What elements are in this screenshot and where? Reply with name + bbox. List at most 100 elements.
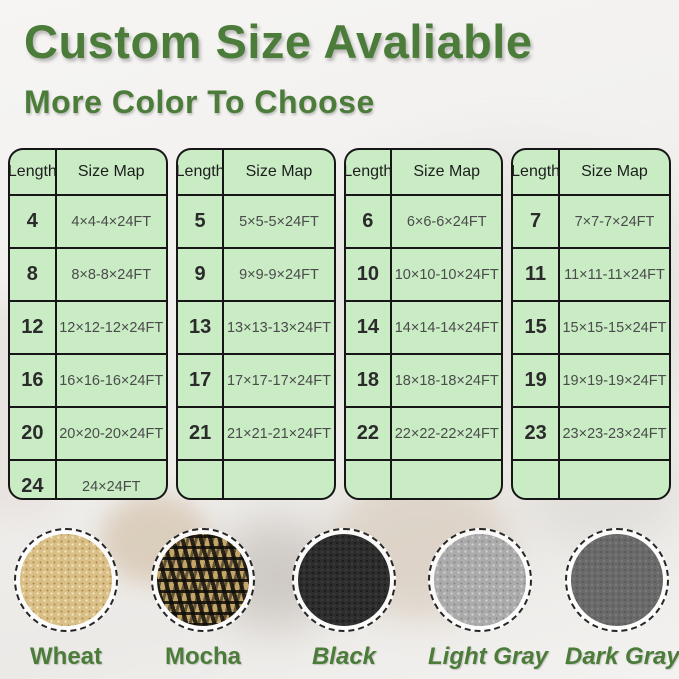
size-map-cell-text: 20×20-20×24FT — [59, 425, 164, 442]
size-map-cell-text: 15×15-15×24FT — [562, 319, 667, 336]
size-map-cell-text: 12×12-12×24FT — [59, 319, 164, 336]
size-map-cell: 18×18-18×24FT — [392, 355, 501, 406]
size-map-cell: 11×11-11×24FT — [560, 249, 669, 300]
size-map-cell: 9×9-9×24FT — [224, 249, 333, 300]
length-cell: 18 — [346, 355, 393, 406]
table-row — [513, 459, 669, 498]
table-header-row: Length Size Map — [10, 150, 166, 194]
light-gray-label: Light Gray — [428, 643, 549, 670]
length-cell-text: 4 — [26, 210, 38, 232]
size-tables: Length Size Map 4 4×4-4×24FT 8 8×8-8×24FT 12 12… — [8, 148, 671, 500]
table-row: 16 16×16-16×24FT — [10, 353, 166, 406]
table-row: 11 11×11-11×24FT — [513, 247, 669, 300]
size-map-cell: 8×8-8×24FT — [57, 249, 166, 300]
size-map-cell-text: 9×9-9×24FT — [239, 266, 319, 283]
table-row: 5 5×5-5×24FT — [177, 194, 334, 247]
length-cell: 12 — [10, 302, 57, 353]
size-map-column-header: Size Map — [560, 150, 669, 194]
length-cell: 19 — [513, 355, 560, 406]
wheat-fabric-texture — [20, 534, 112, 626]
size-map-cell-text: 7×7-7×24FT — [574, 213, 655, 230]
table-row — [177, 459, 334, 498]
length-cell: 14 — [346, 302, 393, 353]
size-map-cell-text: 16×16-16×24FT — [59, 372, 164, 389]
length-cell: 16 — [10, 355, 57, 406]
size-map-cell: 12×12-12×24FT — [57, 302, 166, 353]
color-swatch-black: Black — [292, 528, 396, 671]
color-swatches: Wheat Mocha Black Light Gray Dark Gray — [0, 528, 679, 671]
table-row: 8 8×8-8×24FT — [10, 247, 166, 300]
table-row: 20 20×20-20×24FT — [10, 406, 166, 459]
size-map-cell-text: 22×22-22×24FT — [394, 425, 499, 442]
length-cell-text: 10 — [356, 263, 379, 285]
table-row: 18 18×18-18×24FT — [345, 353, 502, 406]
size-map-column-header: Size Map — [57, 150, 166, 194]
size-map-cell: 20×20-20×24FT — [57, 408, 166, 459]
mocha-label: Mocha — [164, 643, 241, 670]
length-cell-text: 8 — [26, 263, 38, 285]
length-cell: 24 — [10, 461, 57, 498]
size-map-cell: 4×4-4×24FT — [57, 196, 166, 247]
length-cell-text: 5 — [194, 210, 206, 232]
length-column-header: Length — [513, 150, 560, 194]
length-cell-text: 12 — [21, 316, 44, 338]
dark-gray-swatch-circle — [565, 528, 669, 632]
table-row: 24 24×24FT — [10, 459, 166, 498]
size-map-cell: 23×23-23×24FT — [560, 408, 669, 459]
size-map-cell-text: 10×10-10×24FT — [394, 266, 499, 283]
size-map-cell-text: 8×8-8×24FT — [71, 266, 152, 283]
length-cell: 20 — [10, 408, 57, 459]
dark-gray-fabric-texture — [571, 534, 663, 626]
page-title: Custom Size Avaliable — [24, 15, 533, 68]
wheat-label: Wheat — [30, 643, 102, 670]
size-map-cell: 15×15-15×24FT — [560, 302, 669, 353]
table-row: 23 23×23-23×24FT — [513, 406, 669, 459]
table-row: 15 15×15-15×24FT — [513, 300, 669, 353]
size-map-cell: 14×14-14×24FT — [392, 302, 501, 353]
size-map-cell-text: 21×21-21×24FT — [226, 425, 331, 442]
length-cell — [513, 461, 560, 498]
size-map-cell: 6×6-6×24FT — [392, 196, 501, 247]
size-map-column-header-text: Size Map — [245, 163, 313, 180]
color-swatch-light-gray: Light Gray — [428, 528, 548, 671]
length-cell: 11 — [513, 249, 560, 300]
length-cell: 10 — [346, 249, 393, 300]
color-swatch-dark-gray: Dark Gray — [565, 528, 679, 671]
size-map-cell: 10×10-10×24FT — [392, 249, 501, 300]
length-cell: 21 — [178, 408, 225, 459]
color-swatch-mocha: Mocha — [151, 528, 255, 671]
length-column-header: Length — [345, 150, 392, 194]
size-table-4: Length Size Map 7 7×7-7×24FT 11 11×11-11×24FT… — [511, 148, 671, 500]
table-row: 22 22×22-22×24FT — [345, 406, 502, 459]
black-label: Black — [311, 643, 377, 670]
size-map-cell: 22×22-22×24FT — [392, 408, 501, 459]
length-cell-text: 6 — [362, 210, 374, 232]
length-cell: 5 — [178, 196, 225, 247]
length-cell-text: 11 — [525, 263, 547, 285]
size-map-cell: 5×5-5×24FT — [224, 196, 333, 247]
wheat-swatch-circle — [14, 528, 118, 632]
size-map-cell-text: 6×6-6×24FT — [406, 213, 487, 230]
mocha-fabric-texture — [157, 534, 249, 626]
size-map-column-header-text: Size Map — [413, 163, 481, 180]
size-map-cell — [224, 461, 333, 498]
size-map-column-header-text: Size Map — [77, 163, 145, 180]
size-map-column-header: Size Map — [392, 150, 501, 194]
table-row: 10 10×10-10×24FT — [345, 247, 502, 300]
light-gray-swatch-circle — [428, 528, 532, 632]
size-map-cell: 21×21-21×24FT — [224, 408, 333, 459]
size-map-cell: 7×7-7×24FT — [560, 196, 669, 247]
table-row: 12 12×12-12×24FT — [10, 300, 166, 353]
size-table-2: Length Size Map 5 5×5-5×24FT 9 9×9-9×24FT 13 13… — [175, 148, 336, 500]
table-row: 4 4×4-4×24FT — [10, 194, 166, 247]
size-map-column-header-text: Size Map — [581, 163, 648, 180]
length-cell-text: 9 — [194, 263, 206, 285]
size-map-cell: 16×16-16×24FT — [57, 355, 166, 406]
table-row: 13 13×13-13×24FT — [177, 300, 334, 353]
size-map-cell — [560, 461, 669, 498]
length-cell-text: 24 — [21, 475, 44, 497]
length-cell: 8 — [10, 249, 57, 300]
size-map-cell-text: 24×24FT — [82, 478, 141, 495]
table-row: 6 6×6-6×24FT — [345, 194, 502, 247]
